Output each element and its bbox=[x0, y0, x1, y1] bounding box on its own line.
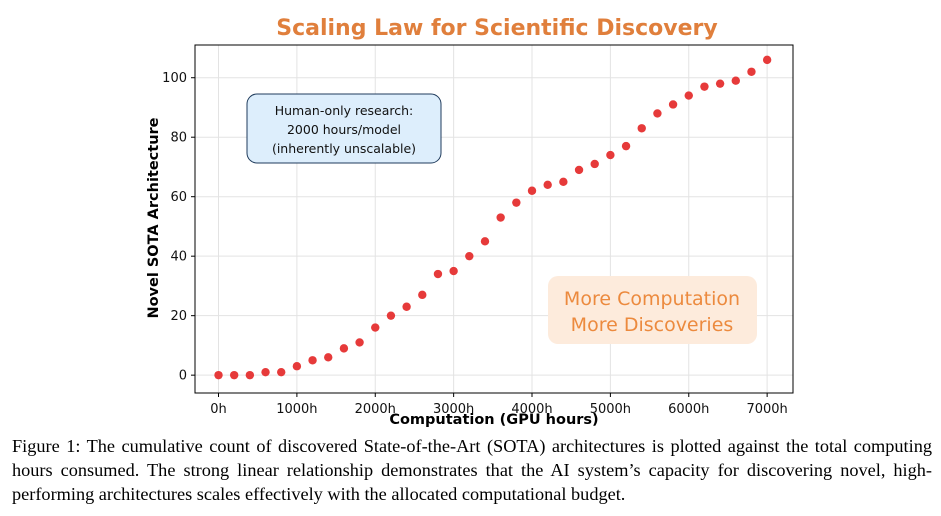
data-point bbox=[684, 91, 693, 100]
y-tick-label: 100 bbox=[162, 71, 187, 86]
human-note-line-2: 2000 hours/model bbox=[287, 122, 401, 137]
x-tick-label: 0h bbox=[210, 402, 227, 417]
data-points bbox=[214, 55, 772, 380]
data-point bbox=[449, 266, 458, 276]
data-point bbox=[355, 338, 364, 347]
data-point bbox=[762, 55, 772, 65]
y-tick-label: 0 bbox=[179, 369, 187, 384]
x-tick-label: 2000h bbox=[355, 402, 396, 417]
data-point bbox=[621, 141, 631, 151]
data-point bbox=[574, 165, 584, 175]
x-tick-label: 4000h bbox=[511, 402, 552, 417]
x-tick-label: 1000h bbox=[276, 402, 317, 417]
human-research-note: Human-only research: 2000 hours/model (i… bbox=[246, 93, 442, 164]
y-tick-label: 60 bbox=[170, 190, 187, 205]
data-point bbox=[637, 124, 646, 133]
data-point bbox=[527, 186, 537, 195]
human-research-note-box bbox=[246, 93, 442, 164]
data-point bbox=[386, 311, 396, 320]
plot-area-frame bbox=[194, 44, 794, 394]
x-axis-ticks: 0h 1000h 2000h 3000h 4000h 5000h 6000h 7000h bbox=[210, 393, 788, 417]
chart-title: Scaling Law for Scientific Discovery bbox=[276, 16, 718, 41]
scaling-callout: More Computation More Discoveries bbox=[548, 276, 757, 344]
data-point bbox=[559, 177, 568, 187]
data-point bbox=[512, 198, 521, 207]
x-tick-label: 6000h bbox=[668, 402, 709, 417]
x-axis-label: Computation (GPU hours) bbox=[389, 412, 598, 428]
data-point bbox=[308, 356, 317, 365]
data-point bbox=[277, 367, 286, 377]
human-note-line-3: (inherently unscalable) bbox=[272, 141, 416, 156]
data-point bbox=[324, 353, 333, 362]
data-point bbox=[480, 237, 490, 246]
data-point bbox=[543, 180, 552, 189]
data-point bbox=[402, 302, 411, 311]
data-point bbox=[731, 76, 740, 85]
y-tick-label: 80 bbox=[170, 131, 187, 146]
x-tick-label: 7000h bbox=[746, 402, 787, 417]
data-point bbox=[590, 159, 599, 169]
data-point bbox=[606, 150, 615, 160]
y-tick-label: 20 bbox=[170, 309, 187, 324]
y-axis-ticks: 0 20 40 60 80 100 bbox=[162, 71, 195, 384]
x-tick-label: 5000h bbox=[590, 402, 631, 417]
x-tick-label: 3000h bbox=[433, 402, 474, 417]
figure-caption: Figure 1: The cumulative count of discov… bbox=[12, 436, 932, 504]
callout-line-1: More Computation bbox=[564, 288, 740, 310]
scaling-law-chart: Scaling Law for Scientific Discovery 0h 1… bbox=[146, 16, 794, 428]
y-tick-label: 40 bbox=[170, 250, 187, 265]
data-point bbox=[715, 79, 725, 88]
data-point bbox=[653, 109, 662, 118]
data-point bbox=[433, 269, 443, 279]
data-point bbox=[496, 213, 505, 222]
scaling-callout-box bbox=[548, 276, 757, 344]
data-point bbox=[418, 290, 427, 300]
callout-line-2: More Discoveries bbox=[571, 314, 734, 336]
data-point bbox=[747, 67, 756, 76]
data-point bbox=[229, 370, 239, 380]
y-axis-label: Novel SOTA Architecture bbox=[146, 117, 162, 318]
data-point bbox=[465, 251, 474, 261]
data-point bbox=[214, 370, 223, 380]
data-point bbox=[245, 370, 255, 380]
human-note-line-1: Human-only research: bbox=[275, 103, 414, 118]
data-point bbox=[700, 82, 709, 91]
data-point bbox=[371, 323, 380, 332]
data-point bbox=[339, 344, 349, 353]
data-point bbox=[668, 100, 678, 109]
data-point bbox=[292, 362, 302, 371]
data-point bbox=[261, 367, 270, 377]
